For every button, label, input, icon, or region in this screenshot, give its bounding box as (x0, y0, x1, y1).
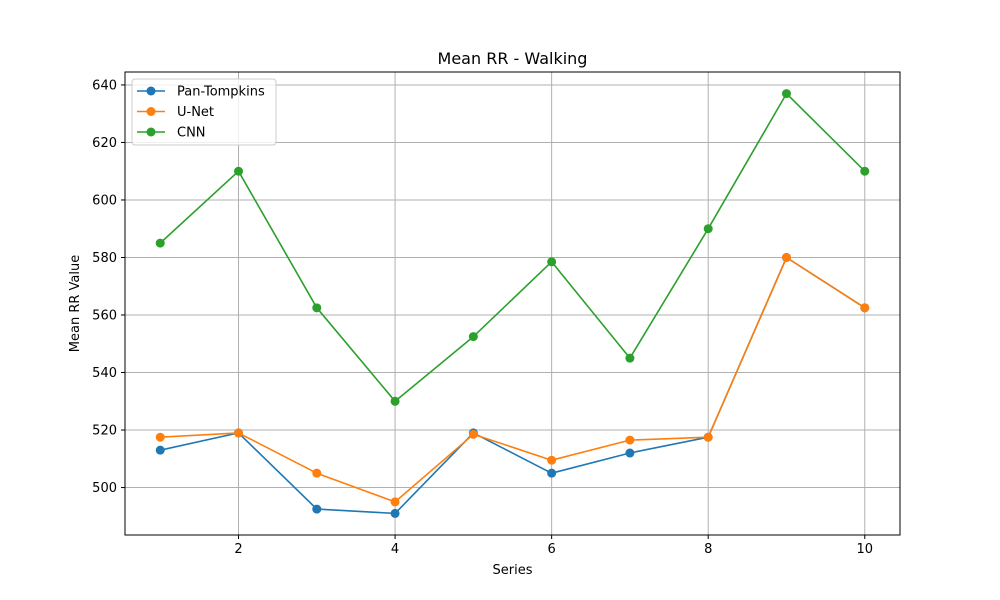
y-tick-label: 500 (92, 481, 117, 496)
y-tick-label: 560 (92, 309, 117, 324)
legend-marker (146, 127, 156, 137)
data-point-u-net (703, 432, 713, 442)
y-axis-ticks: 500 520 540 560 580 600 620 640 (92, 78, 125, 496)
chart-title: Mean RR - Walking (438, 49, 588, 68)
y-tick-label: 620 (92, 136, 117, 151)
data-point-cnn (155, 238, 165, 248)
data-point-u-net (155, 432, 165, 442)
legend-label: Pan-Tompkins (177, 85, 265, 100)
y-tick-label: 540 (92, 366, 117, 381)
legend-entry-cnn: CNN (137, 126, 206, 141)
y-tick-label: 580 (92, 251, 117, 266)
data-point-cnn (703, 224, 713, 234)
x-axis-ticks: 2 4 6 8 10 (234, 535, 873, 557)
data-point-u-net (625, 435, 635, 445)
x-tick-label: 10 (856, 542, 873, 557)
data-point-cnn (390, 396, 400, 406)
legend: Pan-Tompkins U-Net CNN (131, 78, 277, 146)
y-axis-label: Mean RR Value (68, 255, 83, 352)
series-line-cnn (159, 92, 866, 403)
series-cnn (155, 89, 870, 406)
x-tick-label: 6 (548, 542, 556, 557)
data-point-cnn (547, 257, 557, 267)
data-point-u-net (547, 455, 557, 465)
legend-entry-pan-tompkins: Pan-Tompkins (137, 85, 265, 100)
legend-label: U-Net (177, 105, 214, 120)
data-point-u-net (781, 252, 791, 262)
legend-entry-u-net: U-Net (137, 105, 214, 120)
legend-marker (146, 86, 156, 96)
x-tick-label: 4 (391, 542, 399, 557)
data-point-pan-tompkins (390, 508, 400, 518)
data-point-pan-tompkins (547, 468, 557, 478)
x-tick-label: 8 (704, 542, 712, 557)
data-point-u-net (312, 468, 322, 478)
data-point-cnn (312, 303, 322, 313)
data-point-u-net (234, 428, 244, 438)
y-tick-label: 600 (92, 193, 117, 208)
data-point-u-net (390, 497, 400, 507)
x-axis-label: Series (493, 563, 533, 578)
series-layer (155, 89, 870, 518)
data-point-cnn (860, 166, 870, 176)
series-line-u-net (160, 256, 866, 503)
data-point-cnn (625, 353, 635, 363)
y-tick-label: 640 (92, 78, 117, 93)
data-point-pan-tompkins (312, 504, 322, 514)
y-tick-label: 520 (92, 424, 117, 439)
legend-marker (146, 107, 156, 116)
data-point-pan-tompkins (625, 448, 635, 458)
data-point-cnn (781, 89, 791, 99)
legend-box (131, 78, 277, 146)
data-point-u-net (860, 303, 870, 313)
x-tick-label: 2 (234, 542, 242, 557)
series-u-net (155, 252, 870, 507)
data-point-pan-tompkins (155, 445, 165, 455)
data-point-u-net (468, 429, 478, 439)
data-point-cnn (468, 332, 478, 342)
legend-label: CNN (177, 126, 206, 141)
data-point-cnn (234, 166, 244, 176)
plot-frame (124, 71, 901, 536)
grid-lines (125, 72, 900, 535)
